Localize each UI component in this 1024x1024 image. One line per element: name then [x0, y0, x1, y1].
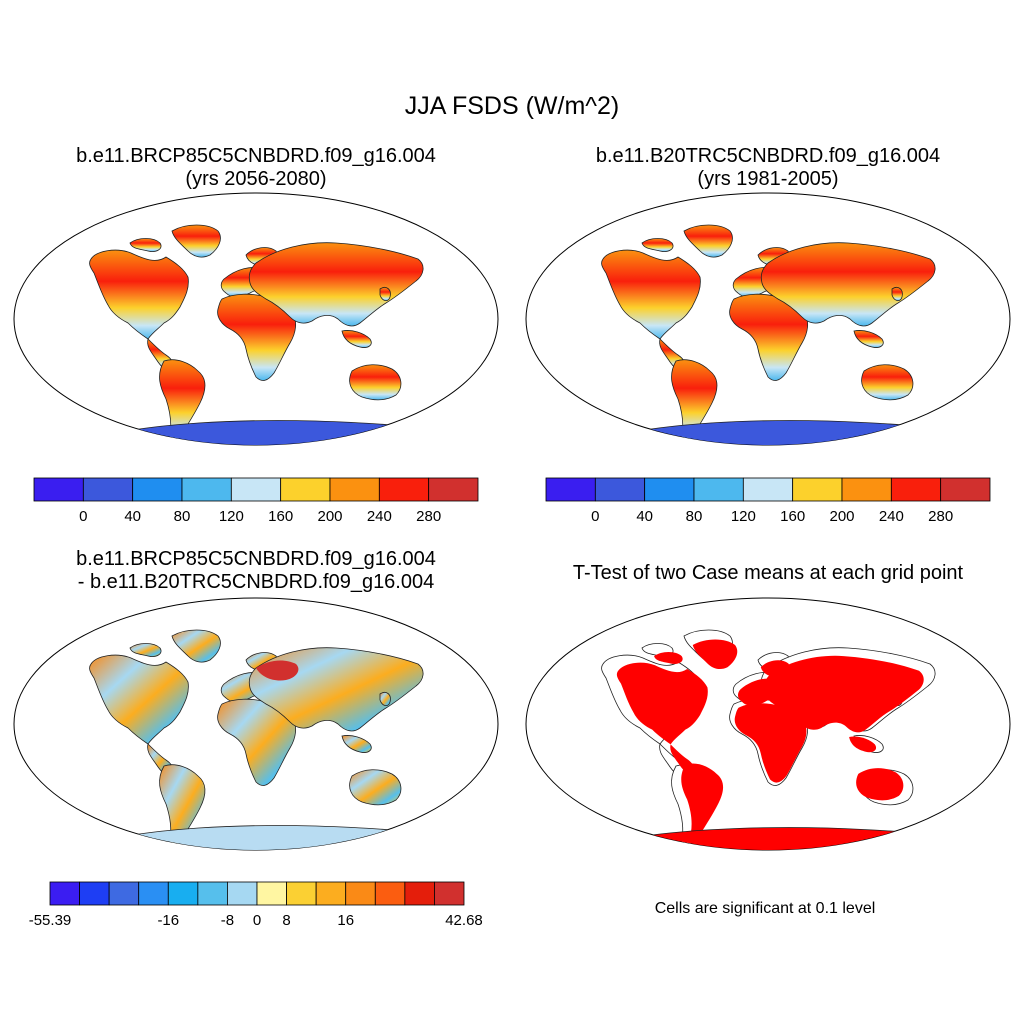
panel-title-diff-line2: - b.e11.B20TRC5CNBDRD.f09_g16.004	[77, 571, 435, 593]
colorbar-swatch	[940, 477, 991, 502]
colorbar-swatch	[329, 477, 380, 502]
colorbar-tick-label: 240	[879, 508, 904, 525]
colorbar-tick-label: 280	[928, 508, 953, 525]
colorbar-tick-label: -8	[221, 912, 234, 929]
colorbar-swatch	[167, 881, 199, 906]
panel-title-ttest-line1: T-Test of two Case means at each grid po…	[572, 562, 964, 584]
colorbar-tick-label: 40	[636, 508, 653, 525]
panel-title-hist: b.e11.B20TRC5CNBDRD.f09_g16.004 (yrs 198…	[512, 145, 1024, 191]
colorbar-swatch	[374, 881, 406, 906]
colorbar-tick-label: 200	[829, 508, 854, 525]
colorbar-tick-label: 200	[317, 508, 342, 525]
map-hist	[525, 192, 1011, 446]
colorbar-swatch	[594, 477, 646, 502]
colorbar-hist: 0 40 80 120 160 200 240 280	[545, 477, 991, 525]
panel-title-future-line2: (yrs 2056-2080)	[185, 168, 327, 190]
colorbar-swatch	[792, 477, 843, 502]
colorbar-tick-label: -16	[157, 912, 179, 929]
colorbar-swatch	[33, 477, 84, 502]
colorbar-swatch	[227, 881, 258, 906]
colorbar-tick-label: 8	[282, 912, 290, 929]
colorbar-swatch	[428, 477, 479, 502]
colorbar-swatch	[256, 881, 287, 906]
colorbar-swatch	[315, 881, 347, 906]
panel-title-hist-line2: (yrs 1981-2005)	[697, 168, 839, 190]
colorbar-swatch	[181, 477, 232, 502]
panel-title-diff-line1: b.e11.BRCP85C5CNBDRD.f09_g16.004	[76, 548, 436, 570]
colorbar-tick-label: 80	[174, 508, 191, 525]
colorbar-tick-label: 0	[79, 508, 87, 525]
colorbar-swatch	[404, 881, 435, 906]
map-future	[13, 192, 499, 446]
colorbar-swatch	[280, 477, 331, 502]
colorbar-swatch	[890, 477, 942, 502]
colorbar-swatch	[345, 881, 376, 906]
colorbar-tick-label: 0	[253, 912, 261, 929]
colorbar-swatch	[108, 881, 140, 906]
panel-title-future-line1: b.e11.BRCP85C5CNBDRD.f09_g16.004	[76, 145, 436, 167]
colorbar-swatch	[82, 477, 134, 502]
panel-title-ttest: T-Test of two Case means at each grid po…	[512, 562, 1024, 585]
colorbar-tick-label: 40	[124, 508, 141, 525]
colorbar-swatch	[79, 881, 110, 906]
europe-hotspot	[256, 660, 299, 681]
colorbar-tick-label: 0	[591, 508, 599, 525]
colorbar-swatch	[378, 477, 430, 502]
colorbar-tick-label: 120	[731, 508, 756, 525]
colorbar-swatch	[138, 881, 169, 906]
colorbar-swatch	[693, 477, 744, 502]
main-title: JJA FSDS (W/m^2)	[404, 92, 620, 120]
colorbar-swatch	[132, 477, 183, 502]
colorbar-swatch	[49, 881, 80, 906]
panel-title-future: b.e11.BRCP85C5CNBDRD.f09_g16.004 (yrs 20…	[0, 145, 512, 191]
map-ttest	[525, 597, 1011, 851]
panel-title-diff: b.e11.BRCP85C5CNBDRD.f09_g16.004 - b.e11…	[0, 548, 512, 594]
colorbar-swatch	[286, 881, 317, 906]
colorbar-swatch	[197, 881, 228, 906]
colorbar-swatch	[434, 881, 465, 906]
colorbar-swatch	[230, 477, 282, 502]
colorbar-tick-label: 42.68	[445, 912, 483, 929]
colorbar-tick-label: 160	[780, 508, 805, 525]
colorbar-swatch	[644, 477, 695, 502]
colorbar-tick-label: 16	[337, 912, 354, 929]
colorbar-tick-label: 240	[367, 508, 392, 525]
colorbar-tick-label: 80	[686, 508, 703, 525]
colorbar-diff: -55.39 -16 -8 0 8 16 42.68	[29, 881, 483, 929]
colorbar-swatch	[742, 477, 794, 502]
colorbar-tick-label: 120	[219, 508, 244, 525]
significance-note: Cells are significant at 0.1 level	[654, 900, 876, 917]
colorbar-future: 0 40 80 120 160 200 240 280	[33, 477, 479, 525]
map-diff	[13, 597, 499, 851]
colorbar-tick-label: 160	[268, 508, 293, 525]
colorbar-swatch	[545, 477, 596, 502]
colorbar-tick-label: 280	[416, 508, 441, 525]
panel-title-hist-line1: b.e11.B20TRC5CNBDRD.f09_g16.004	[595, 145, 941, 167]
colorbar-tick-label: -55.39	[29, 912, 72, 929]
colorbar-swatch	[841, 477, 892, 502]
